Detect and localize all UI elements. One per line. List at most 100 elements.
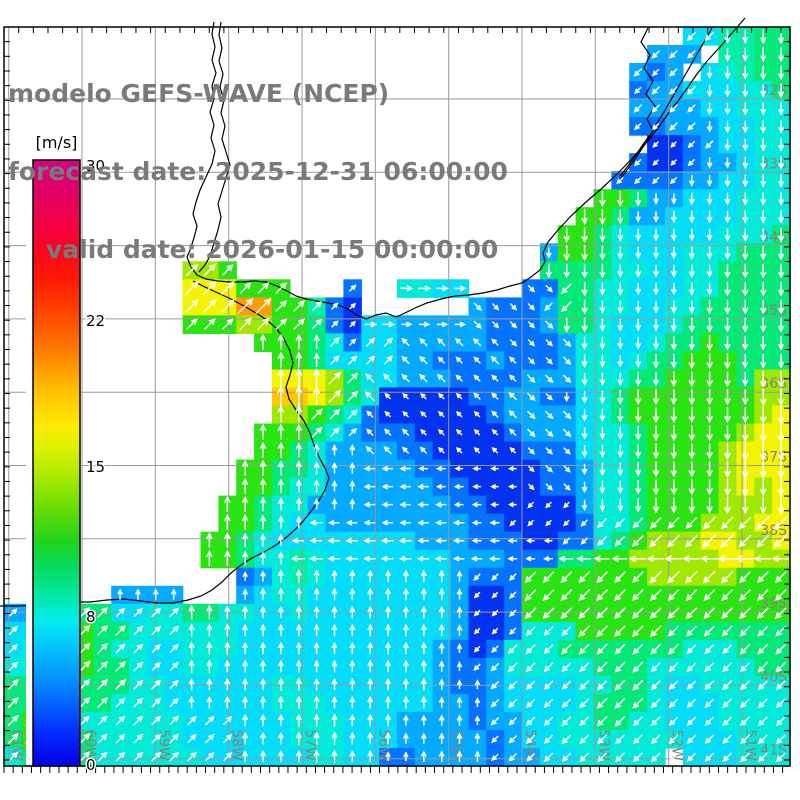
wave-direction-arrow — [311, 318, 323, 330]
wave-direction-arrow — [706, 479, 713, 496]
wave-direction-arrow — [706, 425, 713, 442]
wave-direction-arrow — [724, 460, 731, 479]
wave-direction-arrow — [560, 589, 573, 601]
wave-direction-arrow — [724, 210, 731, 224]
wave-direction-arrow — [724, 407, 731, 424]
wave-direction-arrow — [670, 282, 677, 296]
wave-direction-arrow — [203, 263, 217, 277]
wave-direction-arrow — [759, 460, 767, 479]
wave-direction-arrow — [402, 392, 410, 400]
wave-direction-arrow — [151, 625, 162, 636]
wave-direction-arrow — [617, 480, 624, 495]
wave-direction-arrow — [542, 571, 555, 583]
wave-direction-arrow — [738, 534, 752, 548]
wave-direction-arrow — [704, 662, 715, 673]
wave-direction-arrow — [670, 353, 678, 369]
wave-direction-arrow — [259, 533, 267, 547]
wave-direction-arrow — [277, 641, 284, 655]
wave-direction-arrow — [403, 751, 409, 762]
wave-direction-arrow — [668, 734, 679, 745]
wave-direction-arrow — [742, 371, 749, 387]
wave-direction-arrow — [151, 643, 161, 654]
wave-direction-arrow — [295, 515, 302, 529]
wave-direction-arrow — [311, 408, 323, 421]
wave-direction-arrow — [188, 695, 195, 709]
wave-direction-arrow — [491, 753, 499, 762]
wave-direction-arrow — [581, 445, 588, 458]
wave-direction-arrow — [438, 732, 445, 744]
wave-direction-arrow — [563, 392, 570, 403]
wave-direction-arrow — [365, 355, 376, 365]
wave-direction-arrow — [417, 483, 429, 490]
wave-direction-arrow — [490, 698, 500, 708]
wave-direction-arrow — [543, 644, 554, 655]
wave-direction-arrow — [259, 423, 267, 440]
wave-direction-arrow — [562, 356, 572, 366]
wave-direction-arrow — [313, 352, 320, 367]
wave-direction-arrow — [543, 734, 554, 744]
wave-direction-arrow — [617, 246, 624, 260]
wave-direction-arrow — [349, 659, 356, 673]
wave-direction-arrow — [720, 534, 735, 548]
wave-direction-arrow — [670, 264, 677, 278]
wave-direction-arrow — [599, 462, 606, 477]
wave-direction-arrow — [777, 47, 785, 63]
wave-direction-arrow — [634, 498, 642, 513]
wave-direction-arrow — [527, 483, 535, 491]
wave-direction-arrow — [349, 749, 356, 763]
wave-direction-arrow — [742, 228, 749, 242]
wave-direction-arrow — [599, 191, 606, 208]
wave-direction-arrow — [507, 644, 518, 655]
wave-direction-arrow — [347, 390, 359, 402]
wave-direction-arrow — [277, 623, 284, 637]
wave-direction-arrow — [349, 677, 356, 691]
wave-direction-arrow — [277, 551, 284, 565]
wave-direction-arrow — [309, 519, 323, 526]
wave-direction-arrow — [724, 120, 731, 134]
wave-direction-arrow — [777, 83, 785, 99]
wave-direction-arrow — [402, 569, 409, 583]
wave-direction-arrow — [774, 571, 787, 583]
wave-direction-arrow — [242, 749, 249, 763]
wave-direction-arrow — [380, 555, 394, 562]
wave-direction-arrow — [420, 641, 427, 655]
wave-direction-arrow — [436, 321, 449, 328]
wave-direction-arrow — [491, 410, 499, 418]
wave-direction-arrow — [544, 428, 554, 438]
wave-direction-arrow — [742, 389, 749, 406]
wave-direction-arrow — [706, 282, 713, 296]
wave-direction-arrow — [205, 751, 215, 762]
wave-direction-arrow — [706, 228, 713, 242]
wave-direction-arrow — [367, 731, 374, 745]
wave-direction-arrow — [760, 335, 767, 351]
wave-direction-arrow — [652, 389, 660, 406]
wave-direction-arrow — [295, 605, 302, 619]
wave-direction-arrow — [686, 680, 697, 690]
wave-direction-arrow — [632, 679, 644, 691]
wave-direction-arrow — [579, 698, 590, 709]
wave-direction-arrow — [563, 483, 571, 491]
wave-direction-arrow — [255, 298, 272, 315]
wave-direction-arrow — [205, 715, 215, 726]
wave-direction-arrow — [438, 678, 445, 690]
wave-direction-arrow — [7, 733, 19, 745]
wave-direction-arrow — [295, 677, 302, 691]
wave-direction-arrow — [706, 66, 713, 80]
wave-direction-arrow — [617, 337, 624, 350]
wave-direction-arrow — [777, 227, 785, 243]
wave-direction-arrow — [650, 698, 661, 709]
wave-direction-arrow — [363, 483, 376, 490]
wave-direction-arrow — [777, 65, 785, 81]
wave-direction-arrow — [545, 356, 553, 365]
wave-direction-arrow — [599, 408, 606, 422]
model-title: modelo GEFS-WAVE (NCEP) — [8, 79, 390, 108]
wave-direction-arrow — [581, 263, 588, 279]
wave-direction-arrow — [579, 716, 590, 727]
wave-direction-arrow — [525, 734, 536, 744]
wave-direction-arrow — [755, 516, 770, 530]
wave-direction-arrow — [611, 555, 628, 563]
wave-direction-arrow — [650, 716, 661, 727]
wave-direction-arrow — [259, 459, 267, 476]
wave-direction-arrow — [206, 695, 213, 709]
colorbar-gradient-bar — [32, 159, 81, 767]
